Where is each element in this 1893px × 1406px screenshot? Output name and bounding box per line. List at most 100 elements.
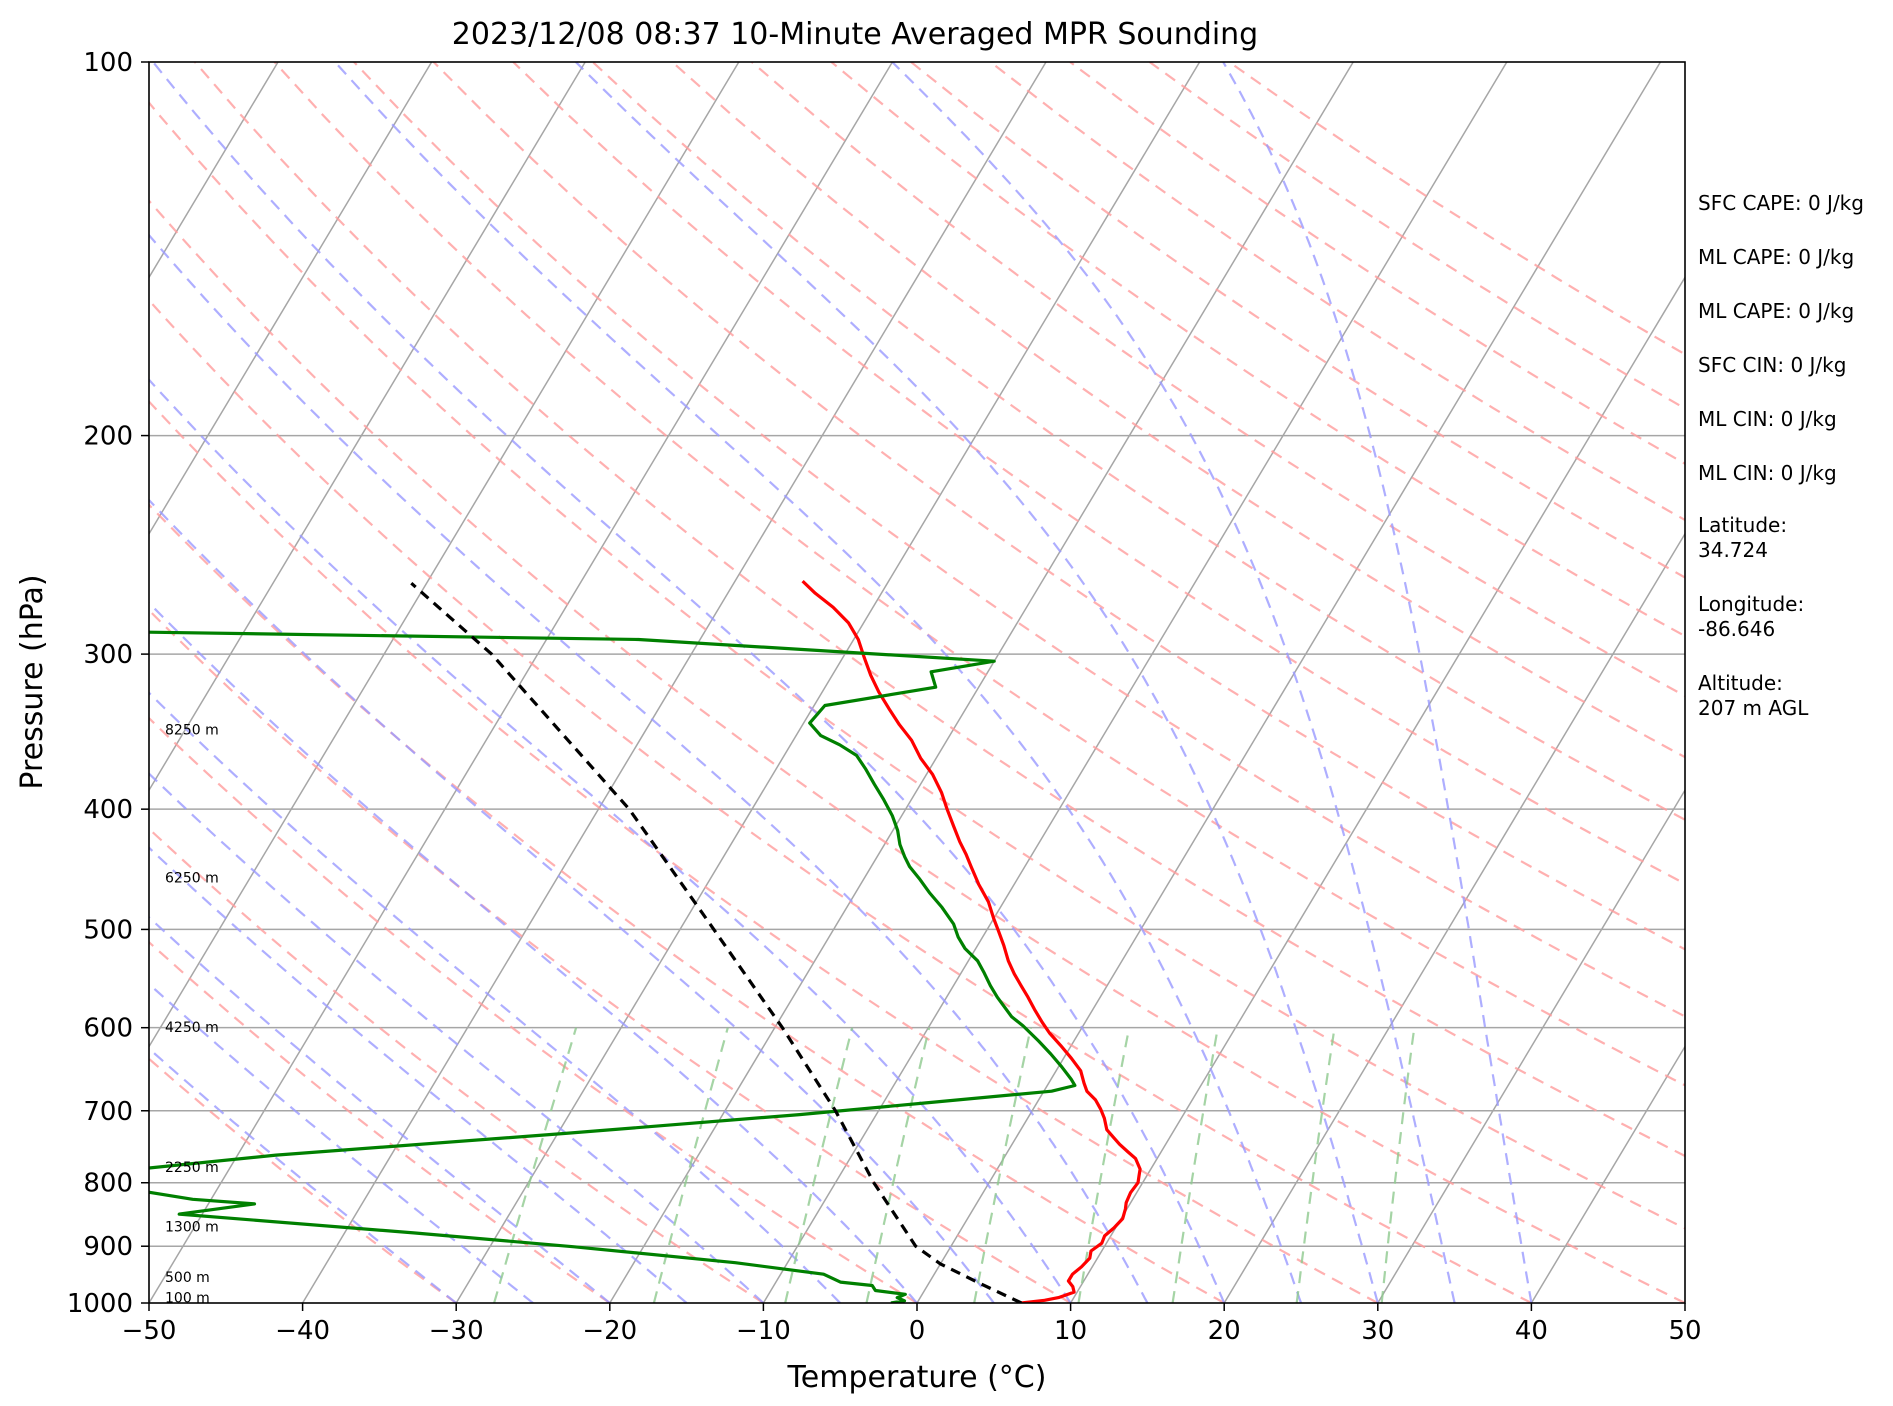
- background-grid: [149, 62, 1685, 1303]
- dry-adiabat: [149, 608, 1072, 1303]
- isotherm-20: [1223, 532, 1685, 1303]
- isotherm--60: [149, 62, 740, 1049]
- dry-adiabat: [149, 101, 1685, 1230]
- ml-cin-label-2: ML CIN: 0 J/kg: [1698, 461, 1837, 485]
- moist-adiabat: [149, 378, 1072, 1303]
- moist-adiabat: [149, 691, 841, 1303]
- y-tick-label: 1000: [67, 1289, 133, 1319]
- dry-adiabat: [149, 1057, 457, 1303]
- dry-adiabat: [149, 716, 918, 1303]
- y-tick-label: 300: [83, 640, 133, 670]
- x-tick-label: 30: [1361, 1316, 1394, 1346]
- latitude-label: Latitude:: [1698, 513, 1787, 537]
- dewpoint-trace: [149, 630, 1077, 1303]
- dry-adiabat: [671, 62, 1685, 759]
- dry-adiabat: [149, 399, 1379, 1303]
- mixing-ratio-line: [1171, 1027, 1219, 1303]
- x-tick-label: −10: [736, 1316, 791, 1346]
- data-series: [149, 579, 1142, 1303]
- dry-adiabat: [149, 827, 764, 1303]
- moist-adiabat: [149, 915, 611, 1303]
- latitude-value: 34.724: [1698, 538, 1768, 562]
- moist-adiabat: [334, 62, 1303, 1303]
- isotherm--30: [455, 62, 1201, 1303]
- x-tick-label: −20: [582, 1316, 637, 1346]
- height-label: 6250 m: [165, 870, 219, 886]
- isotherm-10: [1069, 275, 1685, 1303]
- mixing-ratio-line: [493, 1027, 578, 1303]
- y-axis-ticks: 1000 900 800 700 600 500 400 300 200 100: [67, 48, 149, 1319]
- y-tick-label: 500: [83, 915, 133, 945]
- isotherm--40: [301, 62, 1047, 1303]
- parcel-trace: [410, 582, 1023, 1303]
- dry-adiabat: [149, 199, 1685, 1303]
- y-tick-label: 800: [83, 1169, 133, 1199]
- moist-adiabat: [891, 62, 1456, 1303]
- isotherm-40: [1530, 1045, 1685, 1303]
- height-label: 8250 m: [165, 722, 219, 738]
- y-tick-label: 400: [83, 795, 133, 825]
- mixing-ratio-line: [652, 1027, 729, 1303]
- x-tick-label: 40: [1515, 1316, 1548, 1346]
- moist-adiabat: [149, 498, 995, 1303]
- x-tick-label: 50: [1668, 1316, 1701, 1346]
- y-tick-label: 600: [83, 1014, 133, 1044]
- longitude-value: -86.646: [1698, 617, 1775, 641]
- height-labels: 100 m 500 m 1300 m 2250 m 4250 m 6250 m 8250 m: [165, 722, 219, 1306]
- temperature-trace: [801, 579, 1142, 1303]
- dry-adiabat: [149, 503, 1225, 1303]
- isotherm--50: [149, 62, 894, 1303]
- y-axis-label: Pressure (hPa): [15, 574, 50, 789]
- y-tick-label: 100: [83, 48, 133, 78]
- dry-adiabat: [273, 62, 1685, 1087]
- height-label: 4250 m: [165, 1020, 219, 1036]
- isotherm--20: [609, 62, 1354, 1303]
- chart-title: 2023/12/08 08:37 10-Minute Averaged MPR …: [452, 17, 1258, 52]
- isotherm--70: [149, 62, 586, 792]
- longitude-label: Longitude:: [1698, 592, 1804, 616]
- dry-adiabat: [353, 62, 1685, 1018]
- altitude-value: 207 m AGL: [1698, 696, 1809, 720]
- dry-adiabat: [591, 62, 1685, 822]
- height-label: 500 m: [165, 1270, 210, 1286]
- mixing-ratio-line: [784, 1027, 854, 1303]
- isotherm--90: [149, 62, 279, 279]
- ml-cape-label: ML CAPE: 0 J/kg: [1698, 245, 1854, 269]
- dry-adiabat: [149, 940, 611, 1303]
- height-label: 2250 m: [165, 1160, 219, 1176]
- moist-adiabat: [149, 772, 765, 1303]
- height-label: 100 m: [165, 1291, 210, 1307]
- ml-cin-label: ML CIN: 0 J/kg: [1698, 407, 1837, 431]
- x-axis-ticks: −50 −40 −30 −20 −10 0 10 20 30 40 50: [122, 1303, 1702, 1346]
- mixing-ratio-line: [1295, 1027, 1336, 1303]
- x-tick-label: −30: [429, 1316, 484, 1346]
- dry-adiabat: [149, 298, 1532, 1303]
- moist-adiabat: [149, 846, 688, 1303]
- moist-adiabat: [575, 62, 1379, 1303]
- y-tick-label: 200: [83, 422, 133, 452]
- mixing-ratio-line: [1380, 1027, 1416, 1303]
- moist-adiabat: [149, 233, 1149, 1303]
- ml-cape-label-2: ML CAPE: 0 J/kg: [1698, 299, 1854, 323]
- x-axis-label: Temperature (°C): [787, 1360, 1047, 1395]
- isotherm--80: [149, 62, 433, 536]
- moist-adiabat: [1222, 62, 1533, 1303]
- dry-adiabat: [910, 62, 1685, 579]
- x-tick-label: 10: [1054, 1316, 1087, 1346]
- x-tick-label: −40: [275, 1316, 330, 1346]
- sfc-cin-label: SFC CIN: 0 J/kg: [1698, 353, 1846, 377]
- altitude-label: Altitude:: [1698, 671, 1783, 695]
- mixing-ratio-line: [1077, 1027, 1131, 1303]
- isotherm--10: [762, 62, 1508, 1303]
- height-label: 1300 m: [165, 1220, 219, 1236]
- x-tick-label: 0: [909, 1316, 926, 1346]
- y-tick-label: 700: [83, 1097, 133, 1127]
- moist-adiabat: [152, 62, 1226, 1303]
- mixing-ratio-line: [865, 1027, 931, 1303]
- isotherm-0: [916, 62, 1662, 1303]
- dry-adiabat: [194, 62, 1685, 1158]
- y-tick-label: 900: [83, 1232, 133, 1262]
- isotherm-30: [1377, 788, 1685, 1303]
